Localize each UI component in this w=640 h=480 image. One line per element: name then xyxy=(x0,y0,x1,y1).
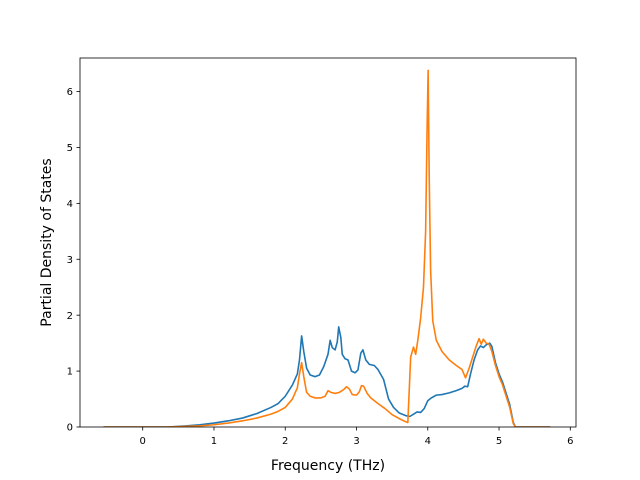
y-axis-label: Partial Density of States xyxy=(39,158,55,326)
plot-area-frame xyxy=(79,57,577,428)
y-tick-label: 1 xyxy=(67,367,73,378)
x-tick-label: 0 xyxy=(140,436,146,447)
x-tick-label: 1 xyxy=(211,436,217,447)
y-tick-label: 3 xyxy=(67,255,73,266)
x-tick-label: 2 xyxy=(282,436,288,447)
x-tick-label: 4 xyxy=(425,436,431,447)
x-tick-label: 6 xyxy=(567,436,573,447)
series-line-1 xyxy=(103,326,551,427)
y-tick-label: 2 xyxy=(67,311,73,322)
x-tick-label: 3 xyxy=(353,436,359,447)
x-axis-label: Frequency (THz) xyxy=(271,458,385,474)
y-tick-label: 0 xyxy=(67,423,73,434)
y-tick-label: 5 xyxy=(67,143,73,154)
x-axis-ticks: 0 1 2 3 4 5 6 xyxy=(140,427,573,447)
y-axis-ticks: 0 1 2 3 4 5 6 xyxy=(67,87,80,434)
y-tick-label: 6 xyxy=(67,87,73,98)
x-tick-label: 5 xyxy=(496,436,502,447)
y-tick-label: 4 xyxy=(67,199,73,210)
series-layer xyxy=(103,69,551,427)
series-line-2 xyxy=(103,69,551,427)
